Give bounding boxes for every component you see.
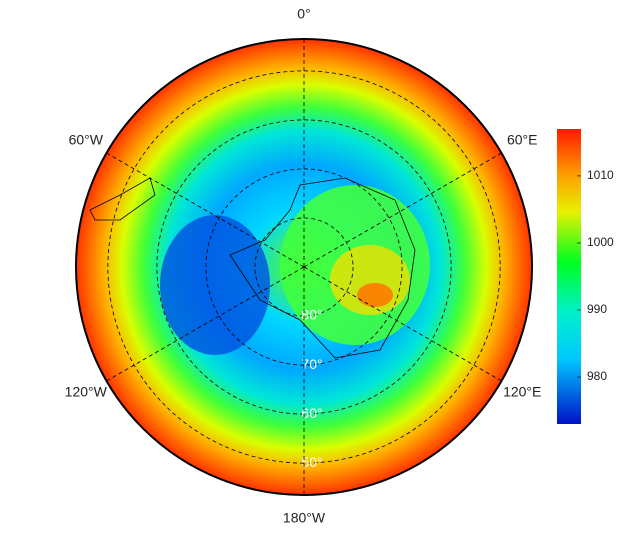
colorbar-tick-label: 1000 bbox=[587, 235, 614, 249]
meridian bbox=[106, 152, 305, 268]
meridian bbox=[106, 266, 305, 382]
longitude-label: 0° bbox=[297, 6, 310, 22]
meridian bbox=[303, 266, 502, 382]
latitude-circle bbox=[107, 70, 501, 464]
longitude-label: 120°W bbox=[65, 384, 108, 400]
latitude-label: 60° bbox=[301, 405, 322, 421]
latitude-label: 80° bbox=[301, 307, 322, 323]
field-detail bbox=[89, 177, 430, 359]
longitude-label: 180°W bbox=[283, 510, 326, 526]
longitude-label: 60°W bbox=[69, 132, 104, 148]
colorbar-tick-label: 1010 bbox=[587, 168, 614, 182]
colorbar-tick-label: 980 bbox=[587, 369, 607, 383]
colorbar-tick-label: 990 bbox=[587, 302, 607, 316]
latitude-label: 50° bbox=[301, 454, 322, 470]
latitude-circle bbox=[156, 119, 452, 415]
meridian bbox=[303, 152, 502, 268]
latitude-circle bbox=[254, 217, 354, 317]
latitude-circle bbox=[205, 168, 403, 366]
latitude-label: 70° bbox=[301, 356, 322, 372]
longitude-label: 60°E bbox=[507, 132, 538, 148]
longitude-label: 120°E bbox=[503, 384, 541, 400]
colorbar bbox=[557, 129, 581, 424]
